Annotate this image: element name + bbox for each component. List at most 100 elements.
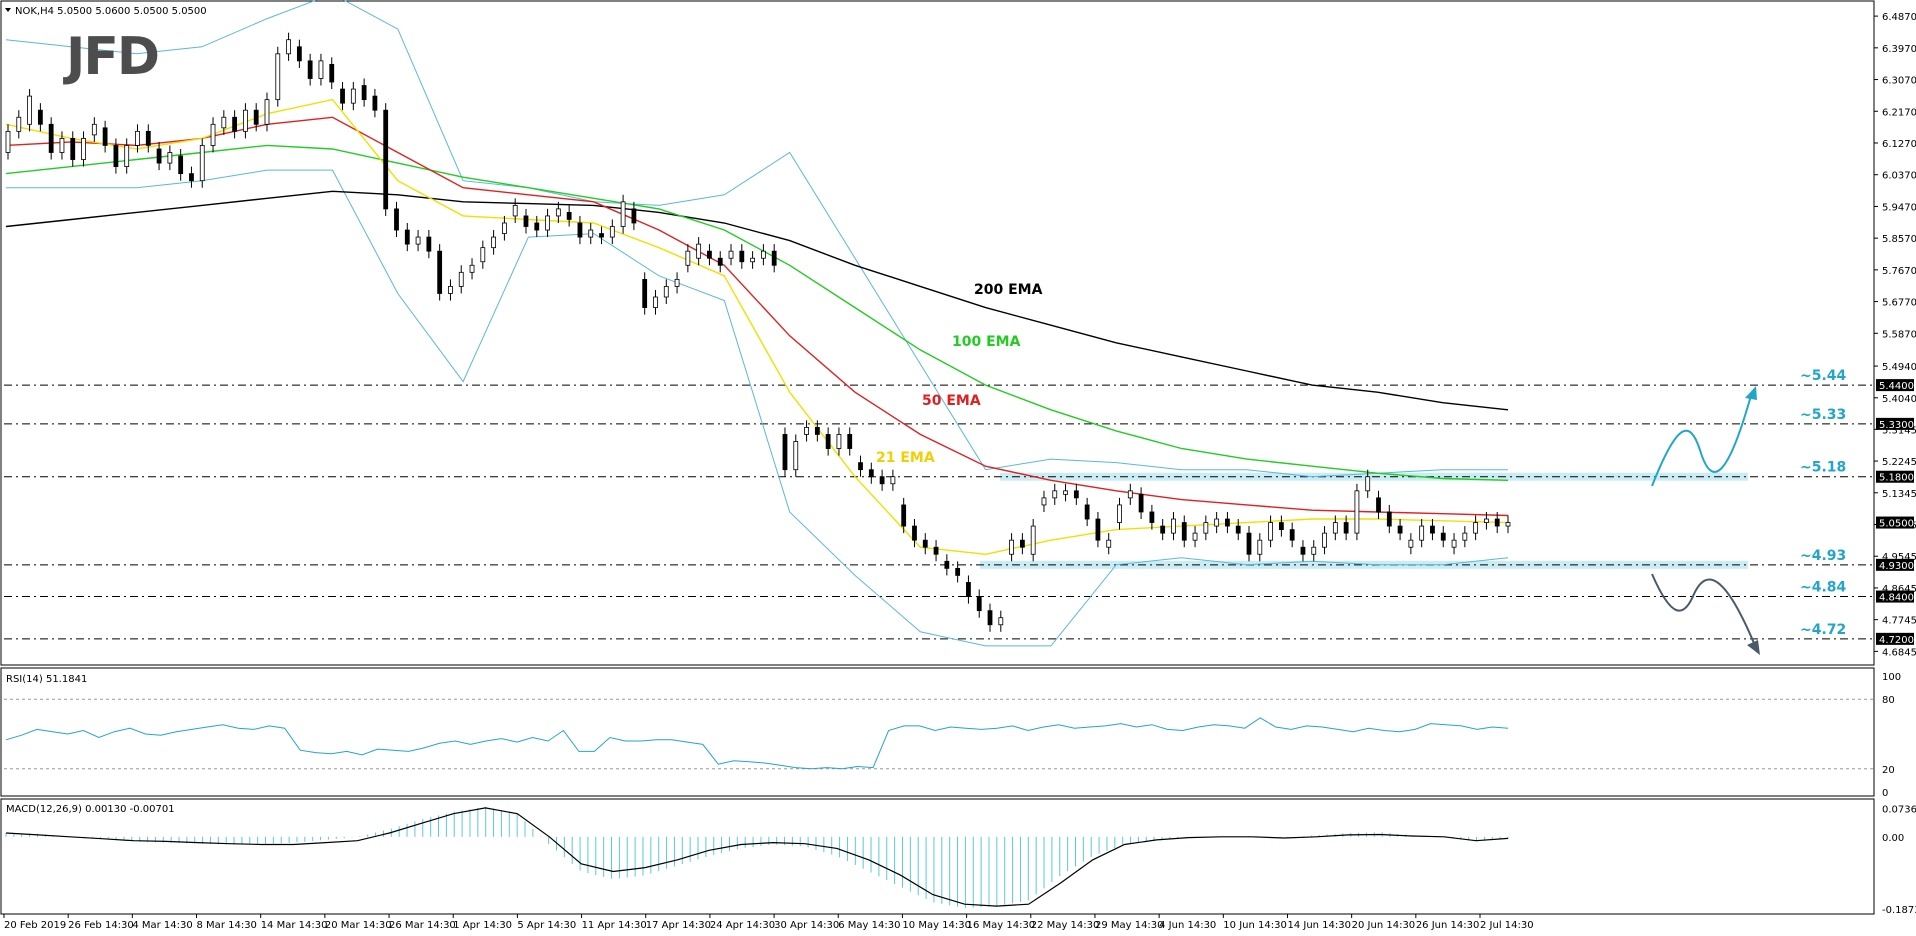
candle-bull	[1214, 518, 1220, 527]
candle-bull	[620, 201, 626, 227]
candle-bull	[890, 476, 896, 485]
candle-bull	[653, 296, 658, 308]
price-tick-label: 5.9470	[1882, 202, 1916, 213]
candle-bear	[1095, 518, 1101, 541]
candle-bear	[944, 560, 950, 569]
candle-bull	[1408, 539, 1414, 548]
bullish-arrow-head-icon	[1745, 386, 1757, 400]
date-tick-label: 6 May 14:30	[838, 920, 900, 931]
candle-bull	[793, 441, 799, 471]
macd-tick-label: -0.18735	[1882, 905, 1916, 916]
date-tick-label: 10 May 14:30	[902, 920, 971, 931]
date-tick-label: 26 Feb 14:30	[68, 920, 134, 931]
level-price-box	[1876, 632, 1914, 645]
candle-bull	[1052, 490, 1058, 499]
price-tick-label: 6.3070	[1882, 76, 1916, 87]
ema-200-line	[5, 190, 1509, 411]
date-tick-label: 2 Jul 14:30	[1480, 920, 1534, 931]
candle-bear	[296, 46, 302, 62]
price-tick-label: 5.2245	[1882, 457, 1916, 468]
candle-bull	[275, 53, 281, 101]
candle-bull	[674, 278, 680, 287]
candle-bear	[566, 212, 572, 220]
candle-bull	[1063, 490, 1068, 495]
level-price-box	[1876, 417, 1914, 430]
candle-bull	[1322, 532, 1327, 548]
candle-bull	[1268, 522, 1273, 541]
candle-bear	[922, 539, 928, 548]
date-tick-label: 20 Mar 14:30	[325, 920, 392, 931]
candle-bull	[545, 215, 550, 231]
candle-bear	[48, 123, 54, 153]
date-tick-label: 30 Apr 14:30	[774, 920, 839, 931]
level-price-box-label: 5.4400	[1879, 381, 1914, 392]
price-tick-label: 4.9545	[1882, 552, 1916, 563]
candle-bull	[480, 247, 486, 263]
candle-bull	[16, 116, 22, 132]
ema-100-line	[5, 144, 1509, 481]
price-tick-label: 5.6770	[1882, 298, 1916, 309]
price-tick-label: 4.7745	[1882, 616, 1916, 627]
candle-bear	[868, 469, 874, 478]
candle-bear	[523, 215, 529, 227]
macd-header: MACD(12,26,9) 0.00130 -0.00701	[6, 804, 175, 815]
macd-tick-label: 0.00	[1882, 833, 1904, 844]
date-tick-label: 1 Apr 14:30	[453, 920, 512, 931]
candle-bull	[59, 137, 65, 153]
candle-bull	[728, 250, 734, 259]
candle-bear	[955, 567, 961, 576]
level-label: ~5.33	[1800, 407, 1846, 423]
date-tick-label: 24 Apr 14:30	[710, 920, 775, 931]
date-tick-label: 8 Mar 14:30	[197, 920, 257, 931]
candle-bear	[437, 250, 443, 294]
candle-bear	[1181, 522, 1187, 541]
candle-bull	[5, 130, 11, 153]
candle-bear	[1397, 525, 1403, 534]
price-tick-label: 6.1270	[1882, 139, 1916, 150]
level-price-box	[1876, 558, 1914, 571]
dropdown-triangle-icon[interactable]	[5, 8, 11, 12]
candle-bear	[253, 109, 259, 125]
candle-bear	[912, 525, 917, 541]
price-tick-label: 5.8570	[1882, 234, 1916, 245]
candle-bull	[221, 116, 227, 129]
candle-bull	[286, 39, 291, 55]
candle-bull	[199, 145, 205, 182]
candle-bear	[1225, 518, 1230, 527]
price-tick-label: 5.4040	[1882, 394, 1916, 405]
level-price-box-label: 4.7200	[1879, 635, 1914, 646]
date-tick-label: 26 Mar 14:30	[389, 920, 456, 931]
candle-bear	[156, 148, 162, 164]
candle-bull	[27, 95, 32, 125]
level-price-box-label: 4.8400	[1879, 593, 1914, 604]
price-tick-label: 4.6845	[1882, 647, 1916, 658]
macd-tick-label: 0.07369	[1882, 804, 1916, 815]
ema-label: 21 EMA	[876, 450, 935, 466]
price-tick-label: 6.0370	[1882, 171, 1916, 182]
candle-bear	[178, 155, 184, 175]
candle-bear	[307, 60, 313, 79]
candle-bull	[469, 264, 475, 273]
candle-bear	[825, 434, 831, 449]
level-label: ~5.44	[1800, 368, 1847, 384]
candle-bear	[771, 250, 777, 266]
candle-bull	[1171, 518, 1176, 534]
candle-bear	[383, 109, 389, 210]
candle-bear	[1278, 522, 1284, 530]
candle-bear	[1235, 525, 1241, 534]
candle-bull	[1009, 539, 1014, 555]
price-tick-label: 5.5870	[1882, 329, 1916, 340]
candle-bull	[81, 137, 86, 160]
candle-bear	[707, 250, 712, 259]
price-tick-label: 5.1345	[1882, 489, 1916, 500]
level-price-box	[1876, 470, 1914, 483]
date-tick-label: 14 Jun 14:30	[1287, 920, 1351, 931]
candle-bear	[404, 229, 410, 245]
date-tick-label: 14 Mar 14:30	[261, 920, 328, 931]
candle-bear	[847, 434, 853, 449]
ema-label: 100 EMA	[952, 334, 1021, 350]
candle-bull	[415, 236, 421, 245]
level-label: ~5.18	[1800, 460, 1846, 476]
candle-bear	[372, 95, 378, 111]
